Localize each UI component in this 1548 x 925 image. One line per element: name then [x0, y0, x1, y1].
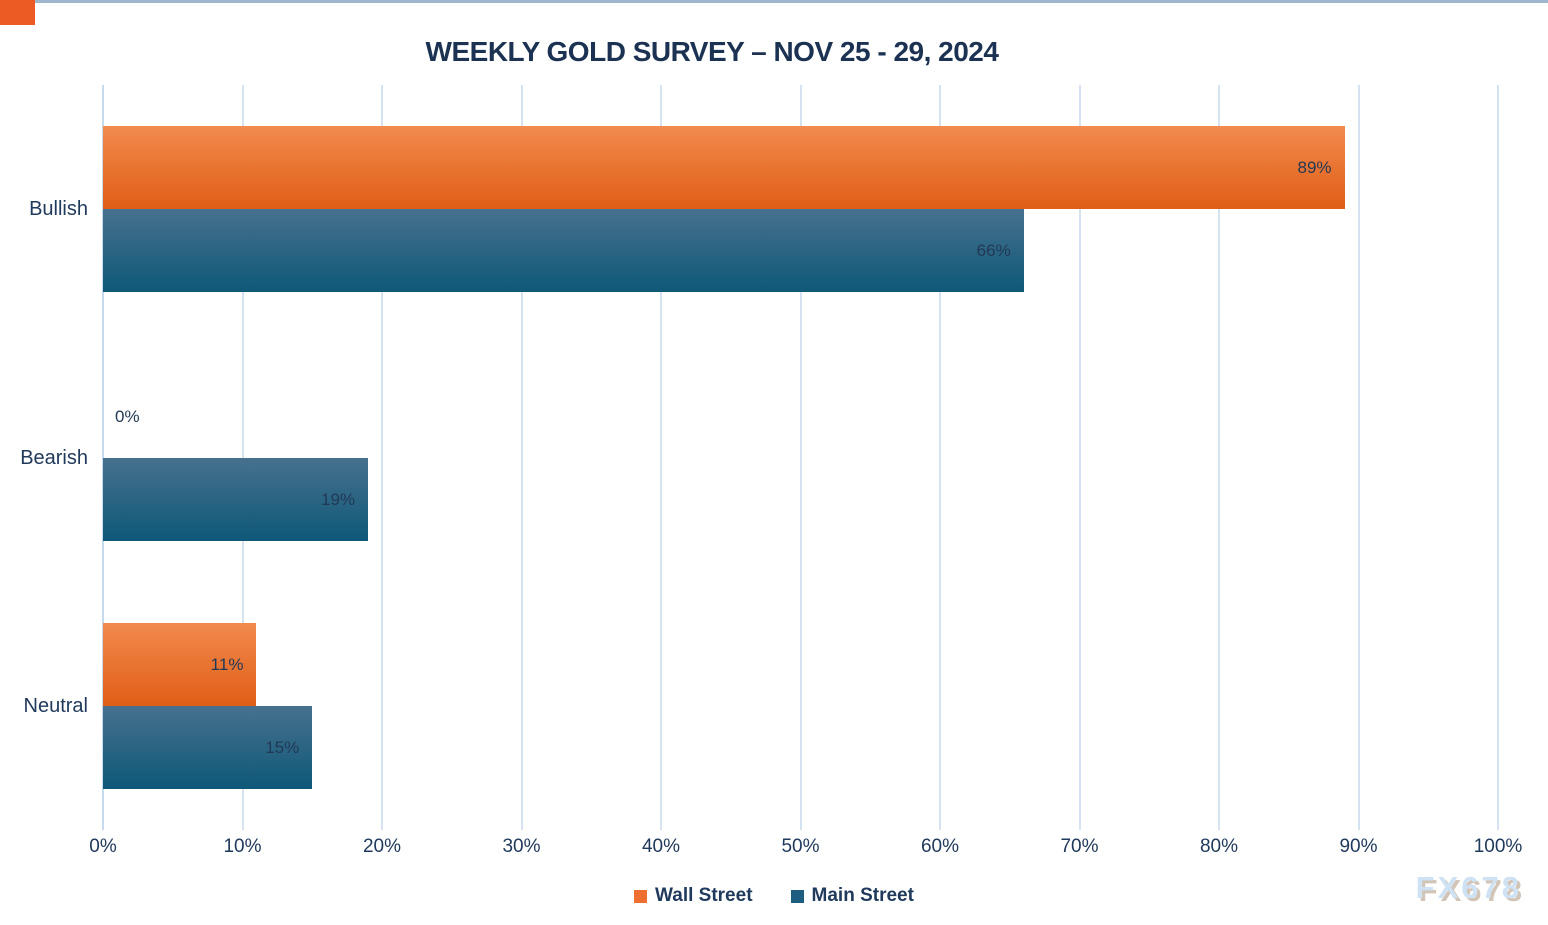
legend-item-wall-street: Wall Street [634, 885, 753, 907]
bar-value-label: 19% [321, 489, 356, 509]
x-tick-80pct: 80% [1199, 836, 1239, 857]
watermark: FX678 [1415, 870, 1522, 905]
bar-main-street-neutral [103, 705, 313, 789]
gridline [381, 85, 383, 830]
legend-swatch-icon [634, 889, 648, 903]
category-label-neutral: Neutral [23, 694, 88, 717]
x-tick-30pct: 30% [502, 836, 541, 857]
gridline [939, 85, 941, 830]
x-tick-60pct: 60% [920, 836, 960, 857]
x-tick-20pct: 20% [362, 836, 402, 857]
bar-value-label: 11% [210, 654, 244, 674]
top-border-line [0, 0, 1548, 3]
x-tick-40pct: 40% [641, 836, 681, 857]
gridline [1078, 85, 1081, 830]
x-tick-10pct: 10% [223, 836, 262, 857]
x-tick-100pct: 100% [1473, 836, 1523, 857]
category-label-bullish: Bullish [29, 198, 88, 221]
category-label-bearish: Bearish [20, 446, 88, 469]
bar-value-label: 89% [1297, 158, 1332, 178]
bar-value-label: 0% [115, 406, 140, 426]
gridline [799, 85, 802, 830]
chart-title: WEEKLY GOLD SURVEY – NOV 25 - 29, 2024 [425, 36, 999, 67]
x-tick-90pct: 90% [1339, 836, 1378, 857]
gridline [1497, 85, 1499, 830]
bar-main-street-bearish [103, 457, 369, 541]
bar-wall-street-neutral [103, 622, 257, 706]
gridline [1357, 85, 1360, 830]
bar-value-label: 15% [265, 737, 300, 757]
x-tick-0pct: 0% [89, 836, 117, 857]
gridline [660, 85, 662, 830]
gridline [520, 85, 523, 830]
gridline [1218, 85, 1220, 830]
x-tick-70pct: 70% [1060, 836, 1099, 857]
corner-accent-block [0, 0, 35, 25]
legend-swatch-icon [790, 889, 804, 903]
chart-legend: Wall Street Main Street [0, 882, 1548, 910]
legend-label: Main Street [811, 885, 914, 906]
x-tick-50pct: 50% [781, 836, 820, 857]
bar-wall-street-bullish [103, 126, 1345, 210]
legend-label: Wall Street [655, 885, 753, 906]
bar-main-street-bullish [103, 209, 1024, 293]
bar-value-label: 66% [976, 241, 1011, 261]
legend-item-main-street: Main Street [790, 885, 914, 907]
